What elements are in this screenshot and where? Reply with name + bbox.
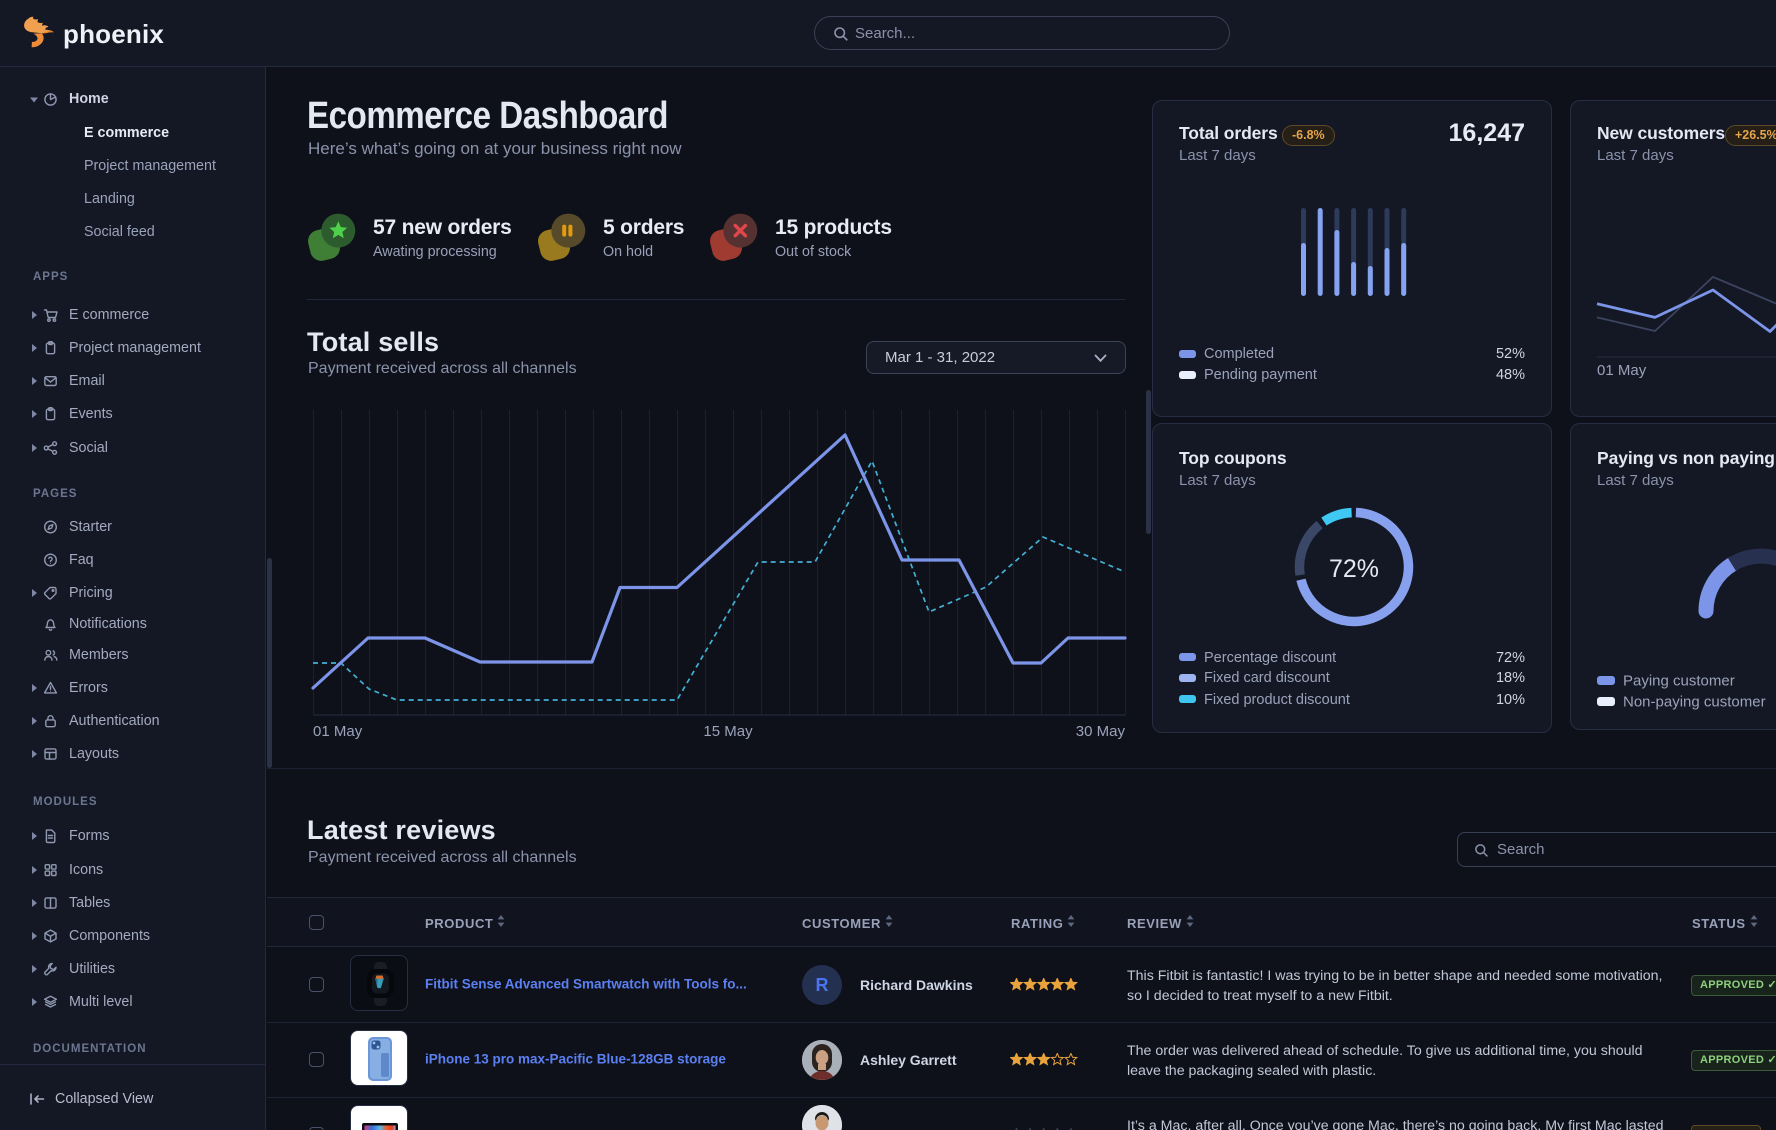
svg-text:01 May: 01 May (1597, 362, 1647, 379)
svg-text:15 May: 15 May (703, 723, 753, 740)
svg-text:72%: 72% (1329, 555, 1379, 583)
svg-text:30 May: 30 May (1076, 723, 1126, 740)
svg-text:01 May: 01 May (313, 723, 363, 740)
